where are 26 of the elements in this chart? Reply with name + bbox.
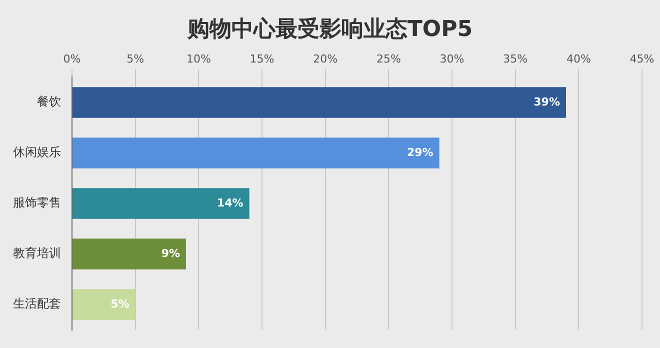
x-tick-label: 15% — [250, 52, 274, 66]
data-label: 5% — [110, 297, 130, 310]
bar — [72, 238, 186, 270]
bar — [72, 188, 250, 219]
data-label: 14% — [216, 196, 244, 210]
x-tick-label: 45% — [630, 52, 654, 66]
y-tick-label: 餐饮 — [37, 94, 61, 109]
x-tick-label: 35% — [503, 52, 528, 66]
data-label: 29% — [406, 146, 434, 159]
x-tick-label: 25% — [376, 52, 401, 66]
y-tick-label: 生活配套 — [13, 296, 61, 311]
y-tick-label: 休闲娱乐 — [13, 145, 61, 160]
y-tick-label: 服饰零售 — [13, 196, 61, 210]
data-label: 9% — [161, 246, 180, 260]
x-tick-label: 30% — [440, 52, 464, 66]
data-label: 39% — [534, 95, 560, 108]
bar — [72, 289, 136, 320]
bar — [72, 138, 440, 168]
x-tick-label: 5% — [126, 52, 144, 66]
x-tick-label: 10% — [186, 52, 211, 66]
y-tick-label: 教育培训 — [13, 246, 61, 260]
chart-title: 购物中心最受影响业态TOP5 — [186, 16, 474, 44]
bar — [72, 87, 566, 118]
x-tick-label: 40% — [566, 52, 591, 66]
x-tick-label: 20% — [313, 52, 338, 66]
x-tick-label: 0% — [63, 52, 81, 66]
